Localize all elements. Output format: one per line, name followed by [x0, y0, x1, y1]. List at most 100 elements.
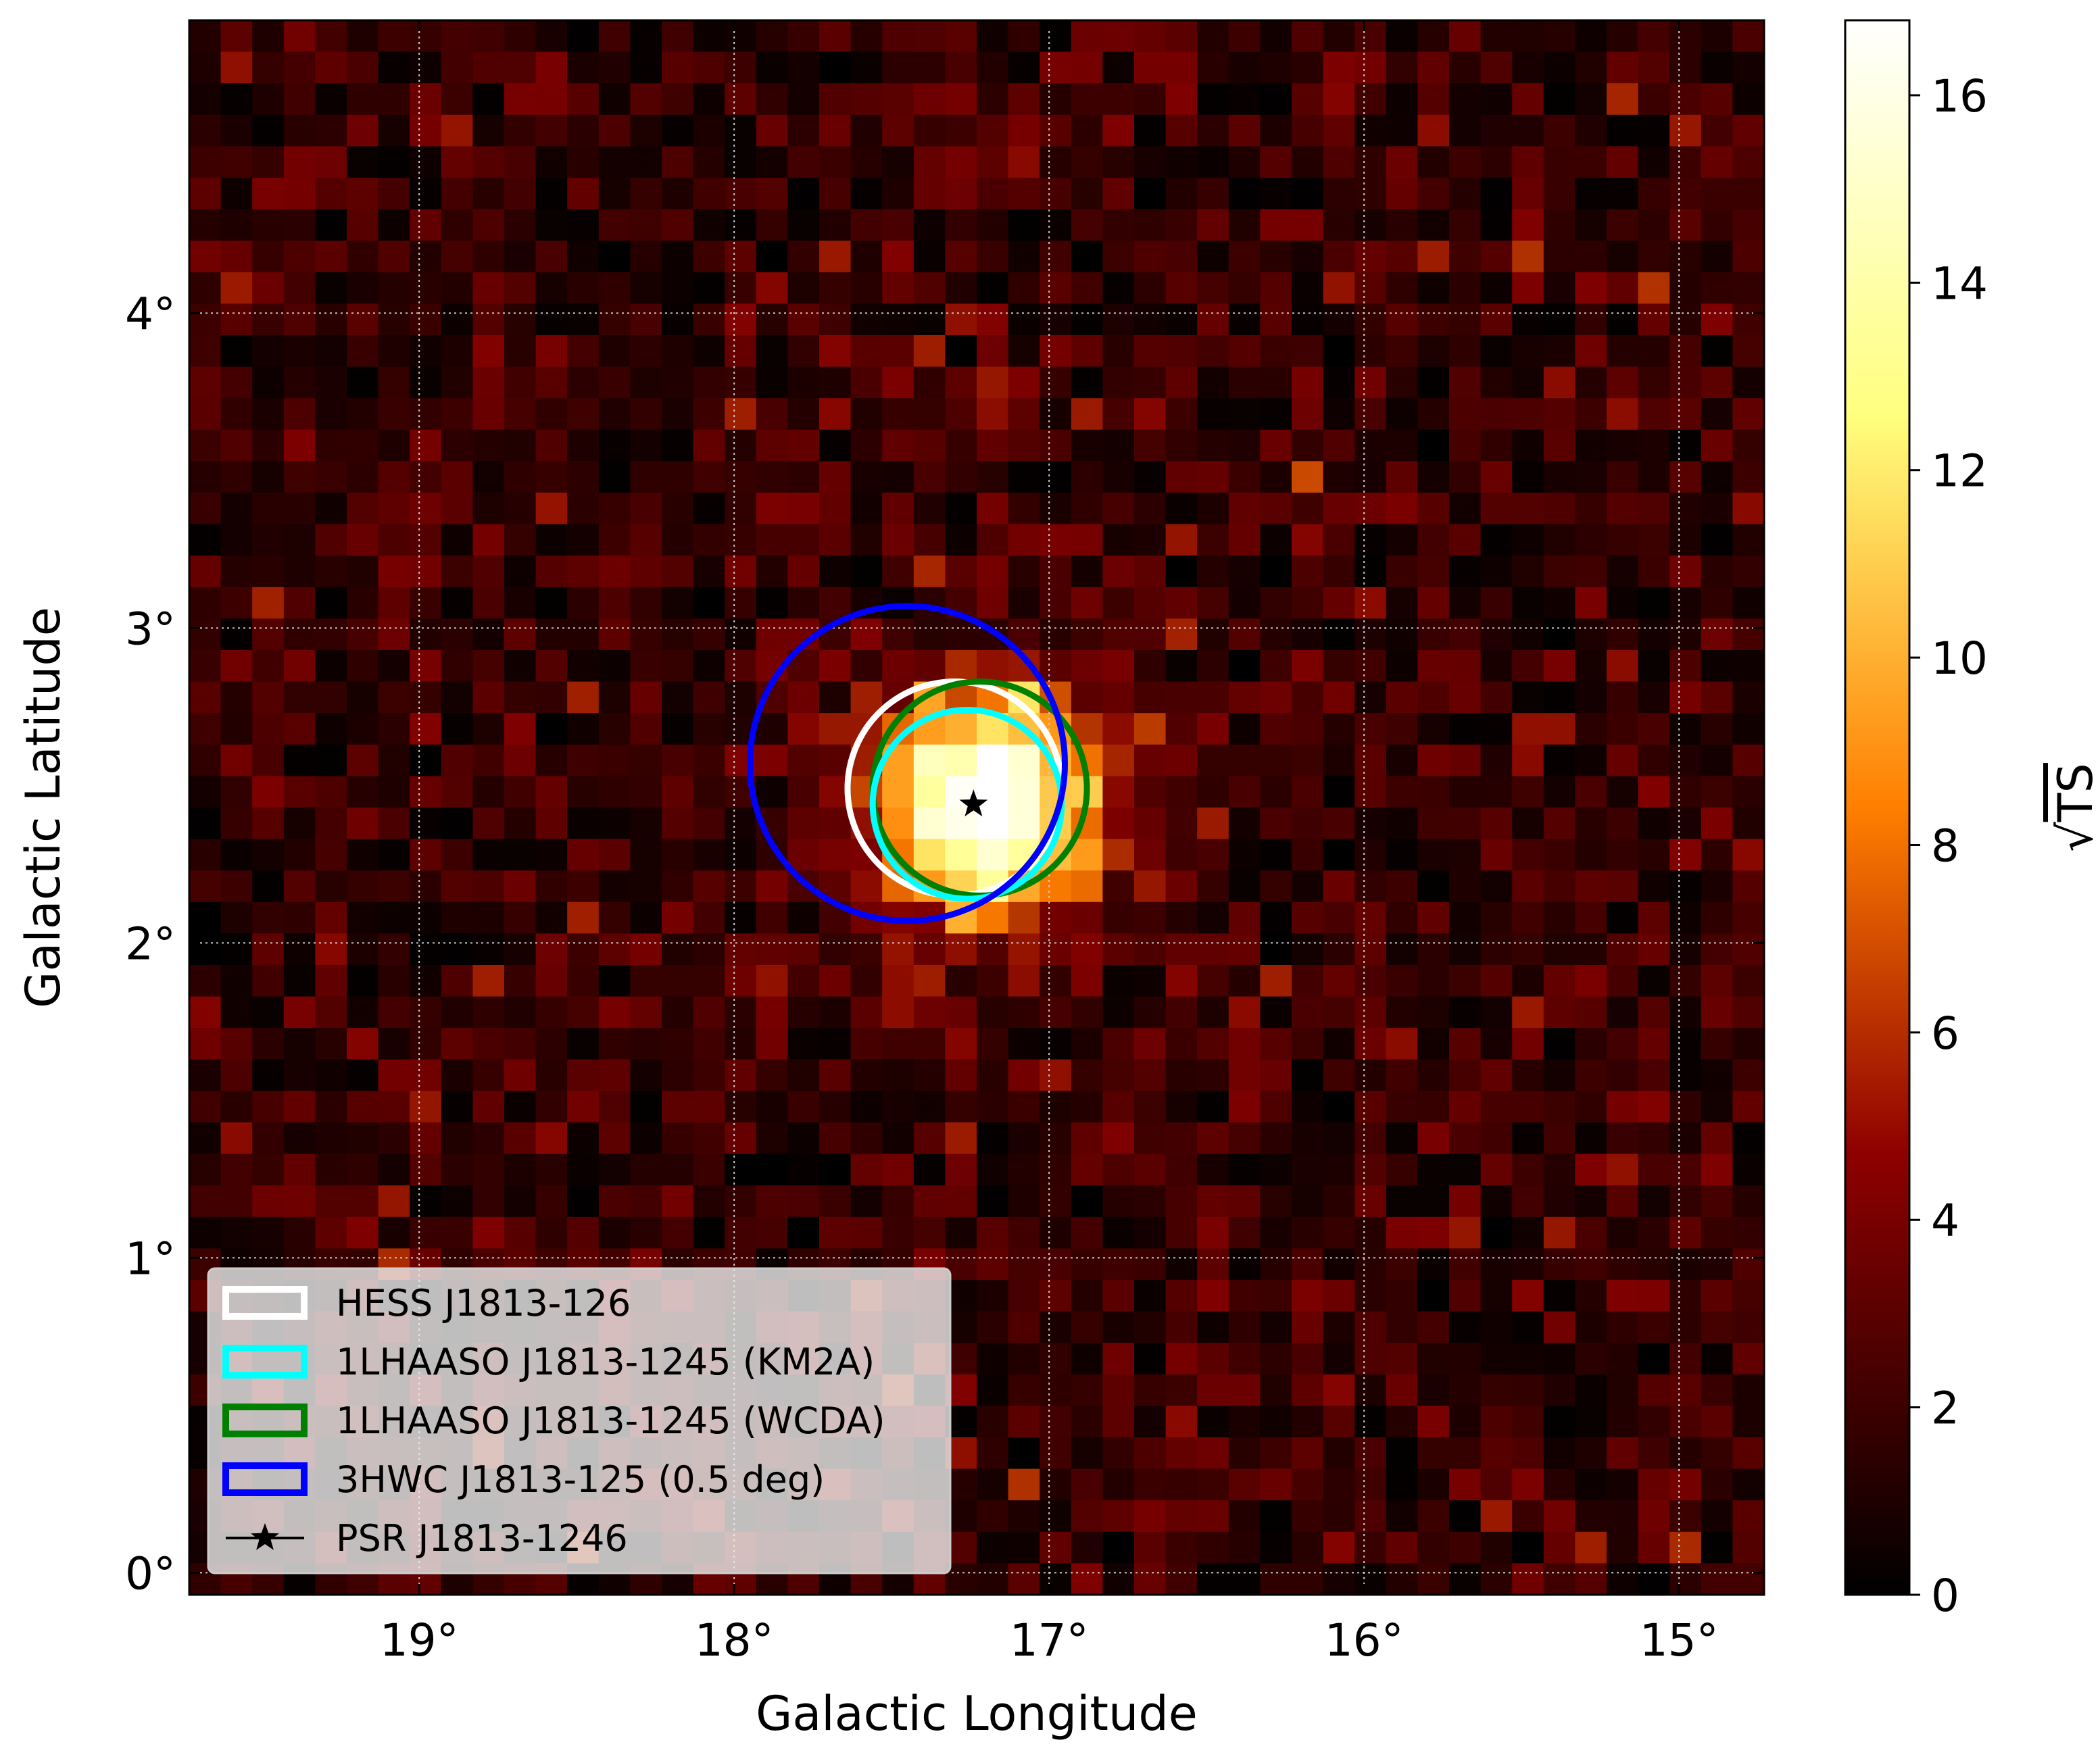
heatmap-cell [693, 272, 725, 304]
heatmap-cell [1165, 1374, 1198, 1406]
heatmap-cell [220, 366, 253, 399]
heatmap-cell [535, 713, 568, 745]
heatmap-cell [252, 493, 285, 525]
heatmap-cell [1197, 178, 1229, 210]
heatmap-cell [787, 713, 820, 745]
heatmap-cell [913, 303, 946, 336]
heatmap-cell [787, 681, 820, 714]
heatmap-cell [189, 681, 222, 714]
heatmap-cell [1512, 272, 1544, 304]
heatmap-cell [535, 524, 568, 556]
heatmap-cell [850, 1091, 883, 1123]
heatmap-cell [472, 366, 505, 399]
heatmap-cell [189, 1185, 222, 1218]
heatmap-cell [1386, 555, 1418, 588]
heatmap-cell [1071, 1500, 1103, 1533]
heatmap-cell [347, 398, 379, 430]
heatmap-cell [1607, 1091, 1639, 1123]
heatmap-cell [1386, 272, 1418, 304]
heatmap-cell [913, 114, 946, 147]
heatmap-cell [1354, 1216, 1387, 1249]
heatmap-cell [1480, 493, 1513, 525]
heatmap-cell [472, 1059, 505, 1091]
heatmap-cell [1354, 366, 1387, 399]
heatmap-cell [441, 650, 473, 683]
heatmap-cell [1386, 1154, 1418, 1186]
heatmap-cell [1165, 20, 1198, 53]
heatmap-cell [1040, 20, 1072, 53]
heatmap-cell [1417, 744, 1450, 776]
heatmap-cell [1701, 681, 1733, 714]
heatmap-cell [598, 681, 631, 714]
heatmap-cell [662, 493, 694, 525]
heatmap-cell [1228, 335, 1261, 368]
heatmap-cell [1417, 1563, 1450, 1595]
heatmap-cell [882, 618, 914, 651]
heatmap-cell [1260, 366, 1292, 399]
heatmap-cell [1575, 1311, 1607, 1343]
heatmap-cell [1449, 555, 1482, 588]
heatmap-cell [1323, 681, 1355, 714]
heatmap-cell [819, 650, 852, 683]
heatmap-cell [1607, 1500, 1639, 1533]
heatmap-cell [252, 1154, 285, 1186]
heatmap-cell [662, 1028, 694, 1060]
heatmap-cell [1008, 1500, 1040, 1533]
heatmap-cell [220, 1059, 253, 1091]
heatmap-cell [630, 618, 662, 651]
heatmap-cell [315, 272, 347, 304]
heatmap-cell [1071, 650, 1103, 683]
heatmap-cell [756, 146, 788, 178]
heatmap-cell [1354, 461, 1387, 493]
heatmap-cell [1669, 744, 1702, 776]
heatmap-cell [1260, 1248, 1292, 1281]
heatmap-cell [850, 870, 883, 903]
heatmap-cell [1228, 51, 1261, 84]
heatmap-cell [819, 713, 852, 745]
heatmap-cell [1449, 429, 1482, 462]
heatmap-cell [1165, 587, 1198, 619]
heatmap-cell [1292, 1154, 1324, 1186]
heatmap-cell [1417, 776, 1450, 808]
heatmap-cell [1417, 996, 1450, 1028]
heatmap-cell [945, 209, 977, 241]
heatmap-cell [1197, 587, 1229, 619]
heatmap-cell [630, 209, 662, 241]
heatmap-cell [1732, 901, 1764, 934]
heatmap-cell [598, 398, 631, 430]
heatmap-cell [1228, 1563, 1261, 1595]
heatmap-cell [1607, 1531, 1639, 1564]
heatmap-cell [567, 776, 600, 808]
heatmap-cell [1417, 335, 1450, 368]
heatmap-cell [1607, 303, 1639, 336]
heatmap-cell [819, 1216, 852, 1249]
heatmap-cell [410, 493, 442, 525]
heatmap-cell [598, 272, 631, 304]
heatmap-cell [1480, 335, 1513, 368]
heatmap-cell [315, 303, 347, 336]
heatmap-cell [1417, 1028, 1450, 1060]
heatmap-cell [441, 1185, 473, 1218]
heatmap-cell [315, 146, 347, 178]
heatmap-cell [1386, 1311, 1418, 1343]
heatmap-cell [504, 744, 537, 776]
heatmap-cell [1292, 1406, 1324, 1438]
heatmap-cell [819, 1091, 852, 1123]
heatmap-cell [1480, 1406, 1513, 1438]
heatmap-cell [913, 933, 946, 966]
heatmap-cell [1040, 933, 1072, 966]
heatmap-cell [315, 241, 347, 273]
x-tick-label: 15° [1640, 1614, 1719, 1666]
heatmap-cell [1480, 681, 1513, 714]
heatmap-cell [1575, 335, 1607, 368]
region-circle [747, 603, 1068, 924]
heatmap-cell [1134, 587, 1167, 619]
heatmap-cell [1228, 178, 1261, 210]
heatmap-cell [945, 461, 977, 493]
heatmap-cell [189, 146, 222, 178]
heatmap-cell [787, 1154, 820, 1186]
heatmap-cell [1417, 83, 1450, 116]
heatmap-cell [787, 303, 820, 336]
heatmap-cell [1701, 1059, 1733, 1091]
x-tick-label: 17° [1010, 1614, 1089, 1666]
